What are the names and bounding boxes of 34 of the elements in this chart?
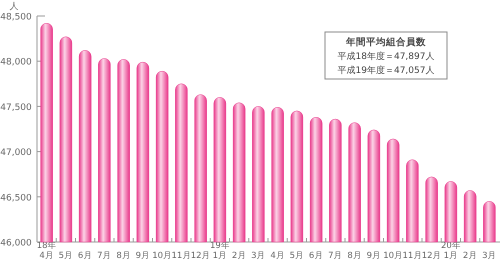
x-tick-label: 10月 [383,251,404,261]
x-tick-label: 6月 [308,251,324,261]
x-tick-label: 4月 [270,251,285,261]
x-tick-label: 8月 [116,251,131,261]
x-tick-label: 3月 [482,251,497,261]
x-tick-label: 7月 [97,251,112,261]
x-tick-label: 7月 [328,251,343,261]
x-tick-label: 19年 1月 [210,240,230,261]
y-tick-label: 46,000 [0,238,32,248]
x-tick-label: 9月 [366,251,382,261]
y-axis-title: 人 [10,1,18,12]
y-tick-label: 48,500 [0,12,32,22]
annotation: 年間平均組合員数 [345,36,427,48]
x-tick-label: 8月 [347,251,362,261]
y-tick-label: 48,000 [0,58,32,68]
y-tick-label: 47,500 [0,102,32,113]
x-tick-label: 2月 [232,251,246,261]
y-tick-label: 46,500 [0,193,32,204]
x-tick-label: 12月 [422,251,442,261]
x-tick-label: 11月 [402,251,422,261]
x-tick-label: 5月 [58,251,74,261]
x-tick-label: 11月 [171,251,192,261]
x-tick-label: 3月 [251,251,266,261]
x-tick-label: 5月 [290,251,304,261]
x-tick-label: 18年 4月 [36,240,57,261]
x-tick-label: 6月 [78,251,92,261]
x-tick-label: 2月 [462,251,478,261]
annotation: 平成18年度＝47,897人 [338,51,434,62]
x-tick-label: 12月 [190,251,211,261]
x-tick-label: 10月 [152,251,172,261]
x-tick-label: 20年 1月 [440,240,461,261]
x-tick-label: 9月 [136,251,150,261]
annotation: 平成19年度＝47,057人 [338,65,434,76]
y-tick-label: 47,000 [0,148,32,158]
